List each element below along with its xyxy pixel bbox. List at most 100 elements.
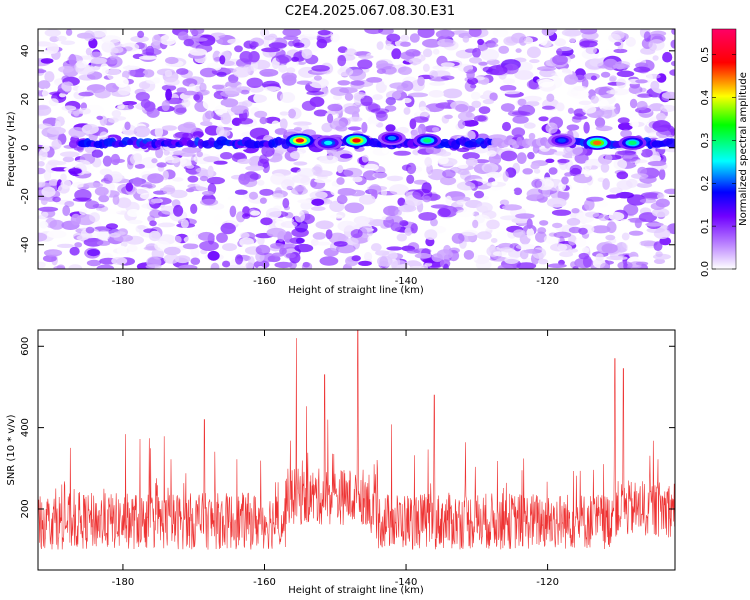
heatmap-noise-blob: [99, 168, 113, 176]
heatmap-noise-blob: [553, 231, 572, 239]
heatmap-noise-blob: [91, 149, 104, 158]
heatmap-noise-blob: [551, 209, 572, 216]
heatmap-noise-blob: [360, 95, 373, 107]
heatmap-noise-blob: [636, 149, 643, 155]
snr-panel: -180 -160 -140 -120 200 400 600 Height of str…: [6, 329, 676, 596]
heatmap-noise-blob: [652, 55, 659, 61]
heatmap-noise-blob: [650, 30, 667, 37]
heatmap-noise-blob: [213, 160, 228, 165]
snr-frame: [37, 329, 676, 571]
heatmap-noise-blob: [309, 77, 329, 89]
heatmap-noise-blob: [239, 232, 250, 239]
heatmap-noise-blob: [367, 115, 380, 126]
heatmap-noise-blob: [140, 98, 151, 109]
heatmap-noise-blob: [451, 30, 470, 35]
heatmap-noise-blob: [537, 227, 547, 234]
heatmap-noise-blob: [133, 125, 151, 138]
heatmap-noise-blob: [429, 70, 438, 79]
heatmap-noise-blob: [515, 243, 536, 250]
heatmap-noise-blob: [63, 113, 72, 123]
heatmap-noise-blob: [239, 237, 255, 247]
heatmap-noise-blob: [330, 186, 339, 196]
heatmap-noise-blob: [486, 150, 497, 157]
heatmap-noise-blob: [181, 147, 202, 154]
heatmap-noise-blob: [424, 156, 433, 167]
heatmap-noise-blob: [636, 100, 648, 111]
heatmap-noise-blob: [369, 202, 382, 215]
heatmap-noise-blob: [545, 122, 558, 134]
heatmap-noise-blob: [237, 158, 252, 164]
heatmap-noise-blob: [137, 30, 145, 38]
heatmap-noise-blob: [571, 208, 580, 214]
heatmap-noise-blob: [660, 104, 675, 113]
heatmap-noise-blob: [457, 111, 475, 122]
heatmap-noise-blob: [259, 188, 274, 196]
heatmap-noise-blob: [437, 208, 451, 218]
heatmap-noise-blob: [582, 247, 590, 254]
heatmap-noise-blob: [253, 92, 268, 104]
heatmap-noise-blob: [196, 151, 203, 158]
heatmap-noise-blob: [200, 198, 219, 206]
heatmap-noise-blob: [347, 116, 363, 122]
heatmap-noise-blob: [515, 213, 535, 219]
heatmap-noise-blob: [337, 188, 357, 196]
heatmap-noise-blob: [421, 182, 432, 194]
heatmap-noise-blob: [45, 217, 57, 229]
heatmap-noise-blob: [598, 107, 618, 118]
heatmap-noise-blob: [364, 251, 373, 262]
heatmap-noise-blob: [635, 79, 648, 84]
heatmap-noise-blob: [412, 116, 429, 123]
heatmap-noise-blob: [246, 77, 263, 89]
heatmap-noise-blob: [75, 60, 87, 69]
heatmap-noise-blob: [628, 85, 643, 95]
heatmap-noise-blob: [61, 81, 74, 92]
heatmap-noise-blob: [293, 121, 312, 126]
heatmap-noise-blob: [72, 181, 85, 188]
heatmap-noise-blob: [266, 227, 287, 238]
heatmap-noise-blob: [616, 180, 633, 190]
heatmap-hot-spot: [295, 138, 305, 143]
heatmap-noise-blob: [504, 256, 519, 264]
heatmap-noise-blob: [79, 208, 88, 215]
heatmap-noise-blob: [470, 91, 481, 100]
heatmap-noise-blob: [541, 105, 556, 110]
heatmap-noise-blob: [202, 190, 214, 196]
heatmap-noise-blob: [128, 219, 143, 225]
snr-x-tick-label: -140: [395, 577, 418, 588]
heatmap-hot-spot: [592, 140, 602, 145]
heatmap-x-axis-label: Height of straight line (km): [288, 285, 424, 296]
heatmap-noise-blob: [60, 40, 76, 46]
heatmap-noise-blob: [538, 116, 549, 122]
heatmap-noise-blob: [636, 182, 653, 189]
heatmap-noise-blob: [456, 181, 476, 191]
heatmap-y-axis-label: Frequency (Hz): [6, 111, 17, 187]
heatmap-noise-blob: [602, 178, 610, 190]
heatmap-noise-blob: [664, 188, 675, 195]
heatmap-noise-blob: [318, 155, 339, 164]
heatmap-noise-blob: [192, 37, 208, 42]
heatmap-noise-blob: [567, 107, 574, 114]
heatmap-noise-blob: [125, 182, 133, 192]
heatmap-noise-blob: [422, 195, 432, 203]
heatmap-noise-blob: [68, 264, 83, 269]
heatmap-noise-blob: [482, 99, 495, 105]
heatmap-noise-blob: [480, 49, 500, 61]
heatmap-noise-blob: [41, 186, 56, 198]
heatmap-noise-blob: [499, 247, 514, 253]
heatmap-noise-blob: [162, 170, 169, 181]
heatmap-noise-blob: [653, 258, 666, 264]
heatmap-noise-blob: [250, 41, 259, 48]
heatmap-noise-blob: [456, 199, 466, 206]
heatmap-noise-blob: [400, 41, 411, 47]
heatmap-noise-blob: [110, 47, 119, 54]
heatmap-noise-blob: [216, 232, 228, 243]
heatmap-noise-blob: [366, 77, 383, 83]
heatmap-noise-blob: [495, 231, 507, 242]
heatmap-noise-blob: [595, 125, 613, 132]
heatmap-noise-blob: [438, 156, 449, 165]
heatmap-noise-blob: [512, 115, 529, 124]
heatmap-noise-blob: [640, 148, 653, 158]
snr-x-axis-label: Height of straight line (km): [288, 585, 424, 596]
heatmap-noise-blob: [138, 55, 158, 60]
heatmap-y-tick-label: 20: [20, 93, 31, 106]
